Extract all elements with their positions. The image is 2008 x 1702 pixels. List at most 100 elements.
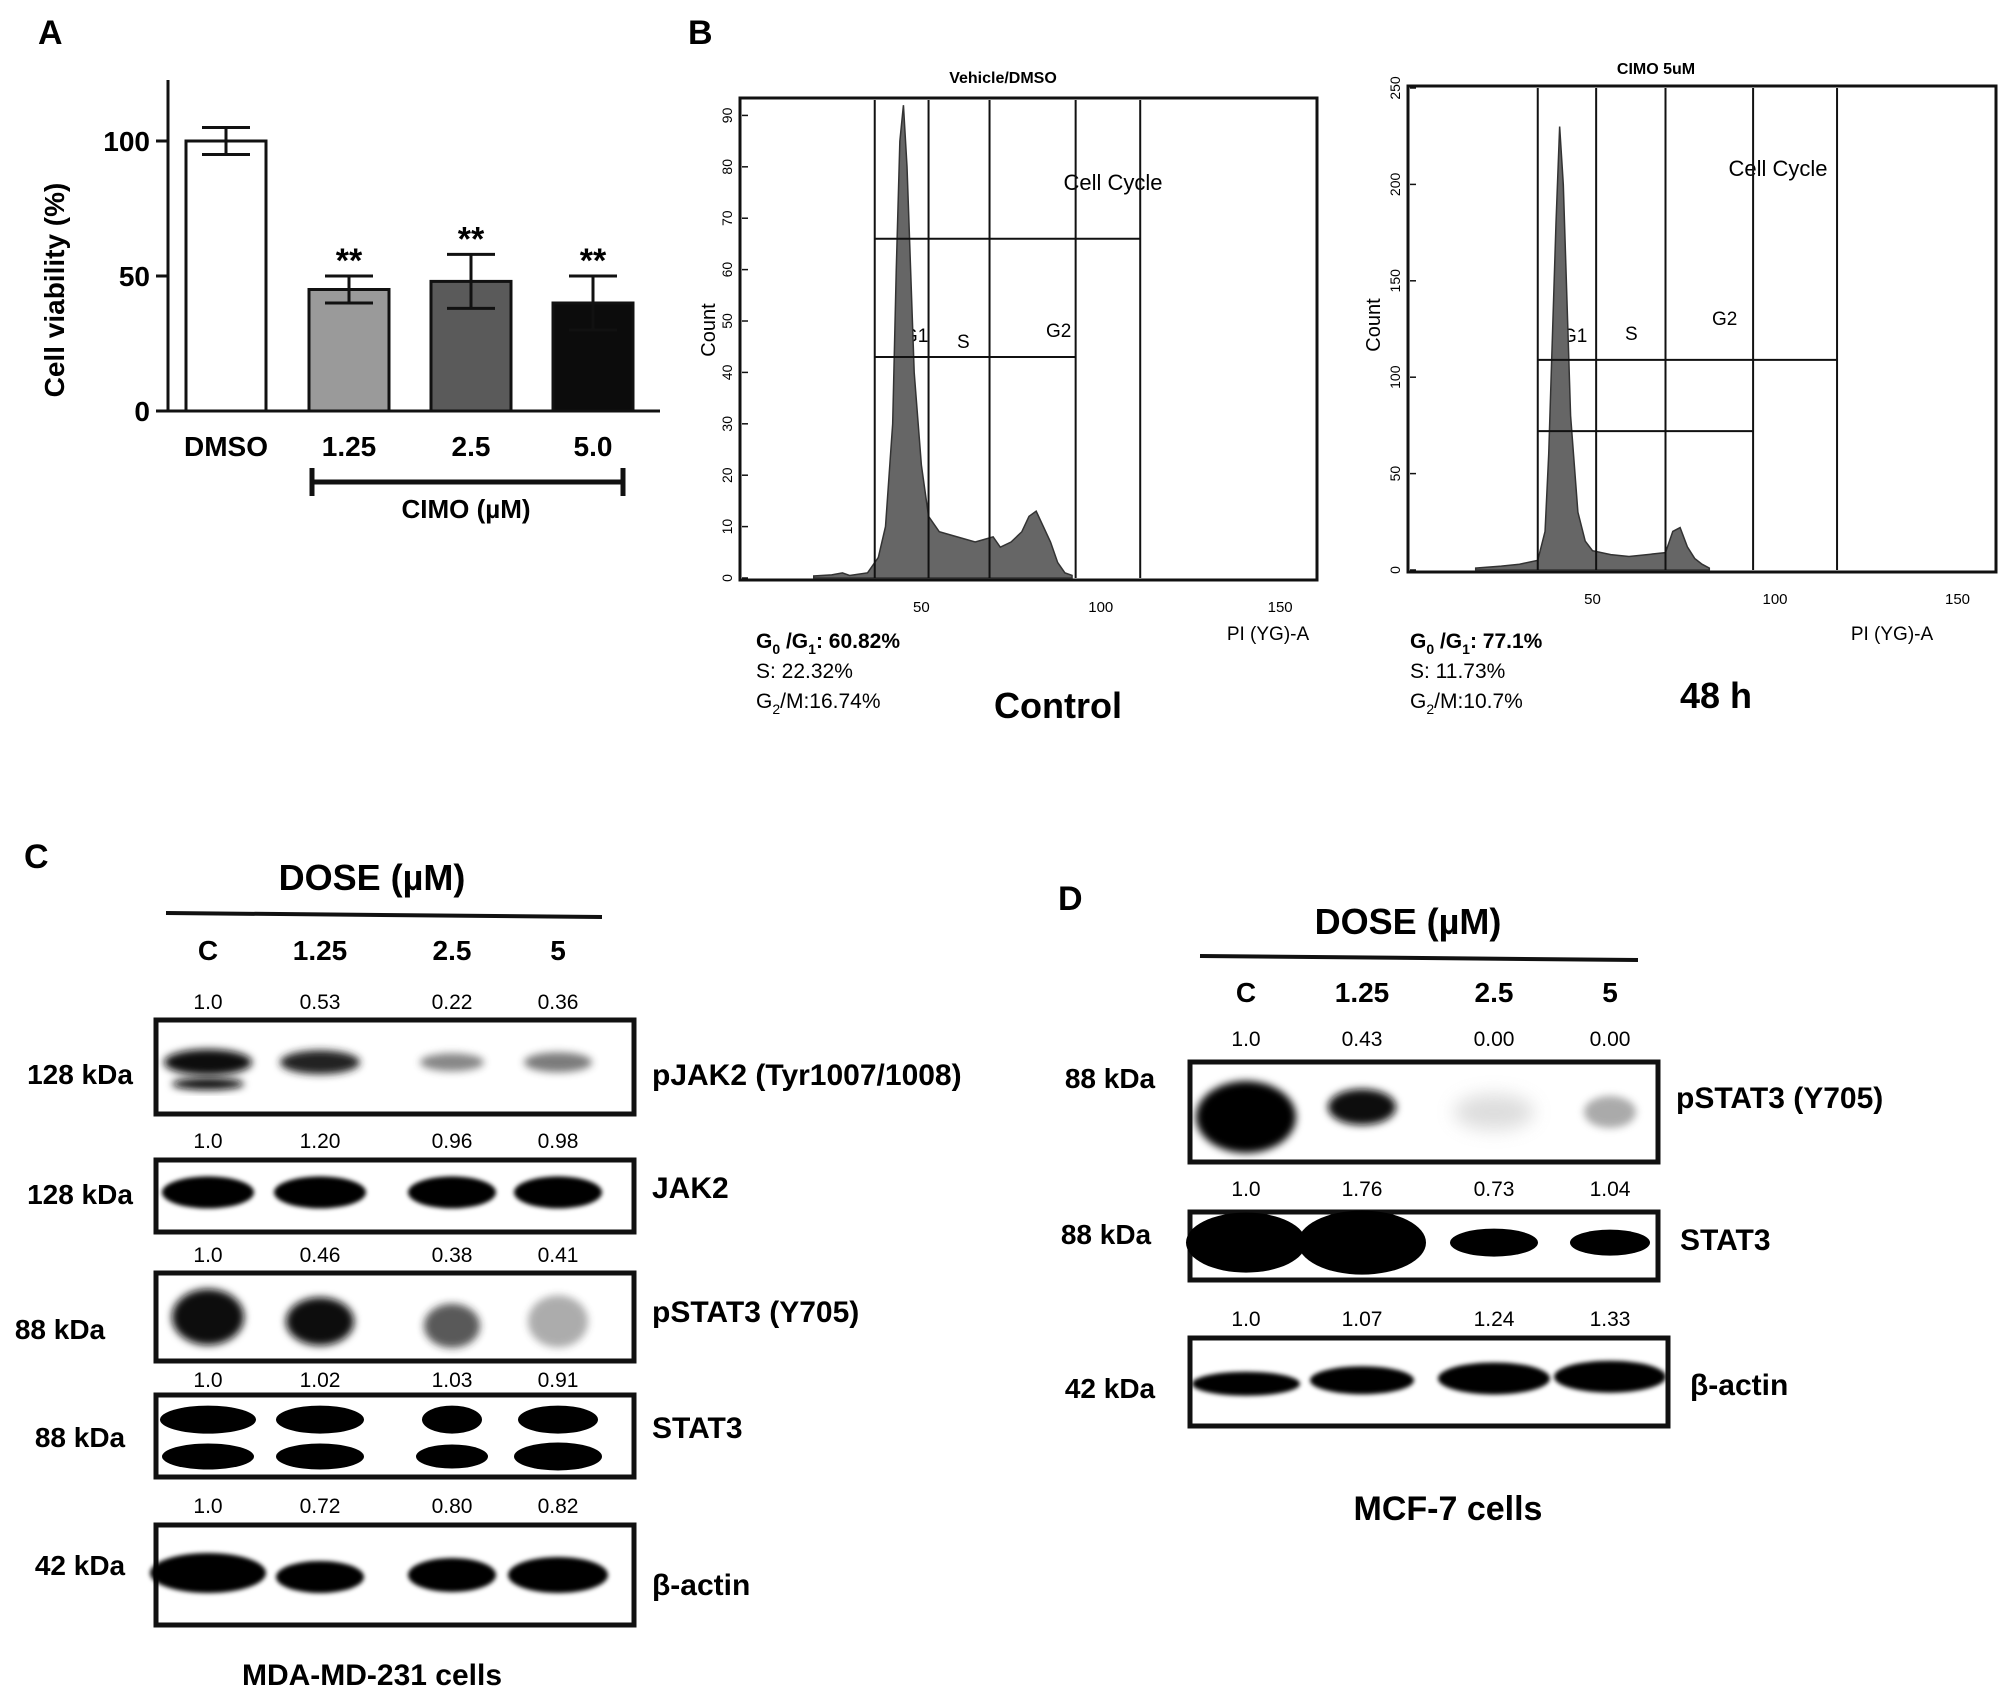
band: [1450, 1228, 1538, 1257]
x-tick-label: DMSO: [184, 431, 268, 462]
y-axis-label: Cell viability (%): [39, 183, 70, 398]
y-tick-label: 20: [719, 467, 735, 483]
x-tick-label: 1.25: [322, 431, 377, 462]
band: [408, 1176, 496, 1209]
blot-pjak2-tyr1007-1008-: 1.0 0.53 0.22 0.36 128 kDa pJAK2 (Tyr1007/100…: [27, 991, 962, 1117]
y-tick-label: 50: [719, 313, 735, 329]
y-tick-label: 10: [719, 519, 735, 535]
band: [1584, 1096, 1636, 1128]
x-tick-label: 2.5: [452, 431, 491, 462]
y-tick-label: 70: [719, 210, 735, 226]
x-axis-label: PI (YG)-A: [1851, 624, 1934, 645]
density-value: 0.73: [1474, 1178, 1515, 1201]
s-stat: S: 11.73%: [1410, 660, 1505, 683]
band: [172, 1077, 244, 1090]
band: [1298, 1210, 1426, 1275]
protein-label: STAT3: [652, 1412, 743, 1445]
panel-b: B Vehicle/DMSO Count PI (YG)-A Cell Cycl…: [688, 14, 1998, 726]
band: [424, 1303, 480, 1348]
density-value: 0.41: [538, 1244, 579, 1267]
blot-stat3: 1.0 1.02 1.03 0.91 88 kDa STAT3: [35, 1369, 743, 1480]
protein-label: β-actin: [1690, 1369, 1788, 1402]
y-tick-label: 40: [719, 364, 735, 380]
density-value: 1.0: [1231, 1178, 1260, 1201]
density-value: 0.98: [538, 1130, 579, 1153]
histogram-control: Vehicle/DMSO Count PI (YG)-A Cell Cycle …: [698, 70, 1319, 726]
band: [1196, 1081, 1296, 1153]
y-tick-label: 30: [719, 416, 735, 432]
density-value: 1.20: [300, 1130, 341, 1153]
y-tick-label: 0: [1387, 566, 1403, 574]
y-tick-label: 0: [134, 396, 150, 427]
y-tick-label: 250: [1387, 76, 1403, 100]
density-value: 1.0: [193, 1495, 222, 1518]
histogram-header: Vehicle/DMSO: [949, 70, 1057, 87]
size-label: 88 kDa: [15, 1314, 106, 1345]
band: [416, 1444, 488, 1469]
x-tick-label: 50: [913, 599, 930, 616]
density-value: 0.91: [538, 1369, 579, 1392]
size-label: 88 kDa: [1061, 1219, 1152, 1250]
density-value: 0.53: [300, 991, 341, 1014]
x-axis-label: PI (YG)-A: [1227, 624, 1310, 645]
histogram-area: [813, 105, 1073, 579]
band: [164, 1049, 252, 1076]
band: [162, 1176, 254, 1209]
gate-s: S: [957, 332, 970, 353]
y-tick-label: 90: [719, 107, 735, 123]
histogram-cimo: CIMO 5uM Count PI (YG)-A Cell Cycle G1 S…: [1363, 61, 1998, 717]
blot--actin: 1.0 1.07 1.24 1.33 42 kDa β-actin: [1065, 1308, 1788, 1429]
density-value: 0.80: [432, 1495, 473, 1518]
band: [150, 1553, 266, 1593]
y-tick-label: 50: [119, 261, 150, 292]
density-value: 0.36: [538, 991, 579, 1014]
lane-label-5: 5: [550, 935, 566, 966]
y-tick-label: 200: [1387, 173, 1403, 197]
density-value: 1.04: [1590, 1178, 1631, 1201]
density-value: 0.46: [300, 1244, 341, 1267]
y-tick-label: 100: [103, 126, 150, 157]
lane-label-2.5: 2.5: [1475, 977, 1514, 1008]
y-tick-label: 0: [719, 574, 735, 582]
density-value: 1.0: [193, 1369, 222, 1392]
gate-g2: G2: [1046, 321, 1071, 342]
panel-b-letter: B: [688, 14, 713, 52]
panel-c-letter: C: [24, 838, 49, 876]
panel-a: A Cell viability (%) 0 50 100 DMSO ** 1.25 ** 2…: [38, 14, 660, 524]
x-tick-label: 50: [1584, 591, 1601, 608]
cell-line-label: MDA-MD-231 cells: [242, 1659, 502, 1692]
lane-label-1.25: 1.25: [293, 935, 348, 966]
condition-label: 48 h: [1680, 675, 1752, 716]
density-value: 0.38: [432, 1244, 473, 1267]
band: [422, 1405, 482, 1434]
density-value: 1.24: [1474, 1308, 1515, 1331]
histogram-area: [1474, 126, 1711, 571]
cell-line-label: MCF-7 cells: [1354, 1490, 1543, 1528]
band: [162, 1443, 254, 1470]
size-label: 128 kDa: [27, 1179, 133, 1210]
x-tick-label: 5.0: [574, 431, 613, 462]
band: [160, 1405, 256, 1434]
band: [1328, 1089, 1396, 1125]
band: [274, 1176, 366, 1209]
density-value: 1.76: [1342, 1178, 1383, 1201]
significance-mark: **: [336, 242, 363, 280]
lane-label-1.25: 1.25: [1335, 977, 1390, 1008]
condition-label: Control: [994, 685, 1122, 726]
significance-mark: **: [580, 242, 607, 280]
dose-rule: [1199, 954, 1639, 962]
density-value: 0.43: [1342, 1028, 1383, 1051]
density-value: 1.07: [1342, 1308, 1383, 1331]
band: [508, 1557, 608, 1593]
lane-label-C: C: [198, 935, 218, 966]
density-value: 1.0: [1231, 1028, 1260, 1051]
panel-d-letter: D: [1058, 880, 1083, 918]
band: [276, 1561, 364, 1593]
y-tick-label: 80: [719, 159, 735, 175]
band: [1438, 1362, 1550, 1395]
blot-pstat3-y705-: 1.0 0.43 0.00 0.00 88 kDa pSTAT3 (Y705): [1065, 1028, 1883, 1165]
band: [518, 1405, 598, 1434]
x-tick-label: 100: [1088, 599, 1113, 616]
lane-label-5: 5: [1602, 977, 1618, 1008]
